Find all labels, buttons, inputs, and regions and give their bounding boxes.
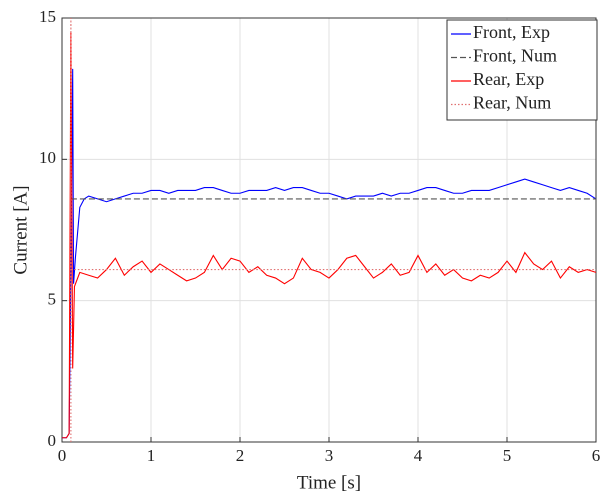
x-axis-label: Time [s] [297,472,361,493]
series-line [62,32,597,439]
y-tick-label: 15 [39,7,56,26]
y-axis-label: Current [A] [10,185,31,274]
y-tick-label: 10 [39,148,56,167]
x-tick-label: 4 [414,446,423,465]
x-tick-label: 3 [325,446,334,465]
legend-label: Rear, Exp [473,69,544,89]
x-tick-label: 6 [592,446,601,465]
y-tick-label: 0 [48,431,57,450]
y-tick-label: 5 [48,290,57,309]
x-tick-label: 1 [147,446,156,465]
legend-label: Rear, Num [473,93,551,113]
x-tick-label: 0 [58,446,67,465]
plot-frame [61,17,597,443]
legend-box [446,19,598,121]
legend-label: Front, Exp [473,22,550,42]
x-tick-label: 5 [503,446,512,465]
series-line [62,68,597,439]
legend-label: Front, Num [473,46,557,66]
x-tick-label: 2 [236,446,245,465]
series-line [70,18,596,442]
